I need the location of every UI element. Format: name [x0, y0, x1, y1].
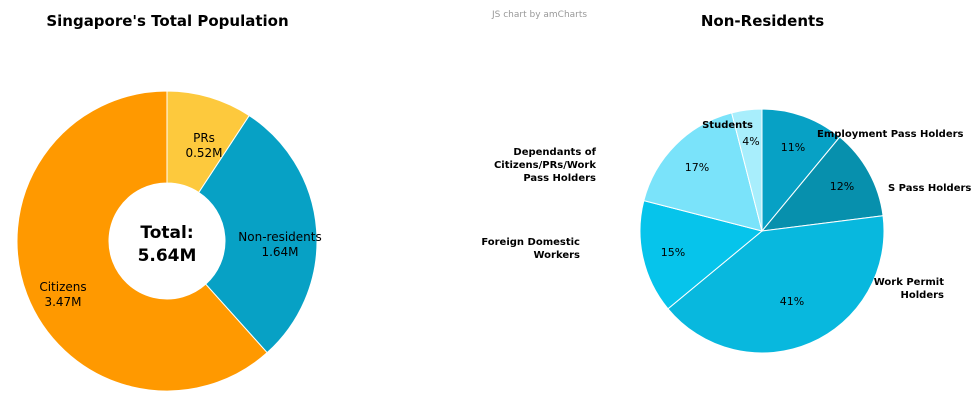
- outer-label-students: Students: [702, 120, 753, 131]
- slice-foreign-domestic-workers[interactable]: [639, 200, 764, 310]
- pct-label-foreign-domestic-workers: 15%: [661, 246, 685, 259]
- pct-label-employment-pass-holders: 11%: [781, 141, 805, 154]
- pct-label-s-pass-holders: 12%: [830, 180, 854, 193]
- slice-label-prs: PRs 0.52M: [185, 131, 222, 160]
- slice-dependants-of-citizens-prs-work-pass-holders[interactable]: [643, 112, 763, 232]
- pct-label-students: 4%: [742, 135, 759, 148]
- pct-label-dependants-of-citizens-prs-work-pass-holders: 17%: [685, 161, 709, 174]
- slice-work-permit-holders[interactable]: [667, 215, 885, 354]
- outer-label-foreign-domestic-workers: Foreign Domestic Workers: [481, 237, 580, 261]
- slice-employment-pass-holders[interactable]: [761, 108, 841, 233]
- slice-students[interactable]: [731, 108, 763, 232]
- slice-citizens[interactable]: [16, 90, 268, 392]
- outer-label-work-permit-holders: Work Permit Holders: [874, 277, 944, 301]
- slice-label-citizens: Citizens 3.47M: [39, 280, 86, 309]
- chart-title-total-population: Singapore's Total Population: [46, 12, 289, 30]
- non-residents-pie: 11% 12% 41% 15% 17% 4% Employment Pass Holders…: [481, 108, 971, 354]
- outer-label-dependants-of-citizens-prs-work-pass-holders: Dependants of Citizens/PRs/Work Pass Holde…: [494, 147, 597, 184]
- slice-label-non-residents: Non-residents 1.64M: [238, 230, 321, 259]
- slice-s-pass-holders[interactable]: [760, 136, 884, 232]
- chart-title-non-residents: Non-Residents: [700, 12, 825, 30]
- total-population-donut: PRs 0.52M Non-residents 1.64M Citizens 3.47M T…: [16, 90, 322, 392]
- outer-label-employment-pass-holders: Employment Pass Holders: [817, 129, 964, 140]
- amcharts-credit-link[interactable]: JS chart by amCharts: [492, 10, 588, 20]
- outer-label-s-pass-holders: S Pass Holders: [888, 183, 971, 194]
- center-total-value: 5.64M: [138, 246, 197, 266]
- slice-non-residents[interactable]: [198, 114, 318, 354]
- center-total-label: Total:: [140, 223, 193, 243]
- pct-label-work-permit-holders: 41%: [780, 295, 804, 308]
